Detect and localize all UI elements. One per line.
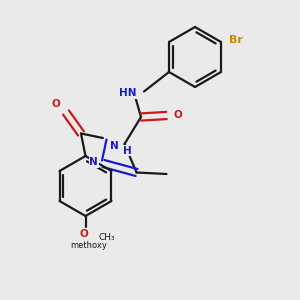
Text: CH₃: CH₃ [98,233,115,242]
Text: N: N [110,141,119,151]
Text: Br: Br [230,34,243,45]
Text: O: O [173,110,182,121]
Text: HN: HN [119,88,136,98]
Text: O: O [52,99,61,109]
Text: methoxy: methoxy [70,241,107,250]
Text: N: N [89,157,98,167]
Text: H: H [123,146,132,155]
Text: O: O [80,229,88,238]
